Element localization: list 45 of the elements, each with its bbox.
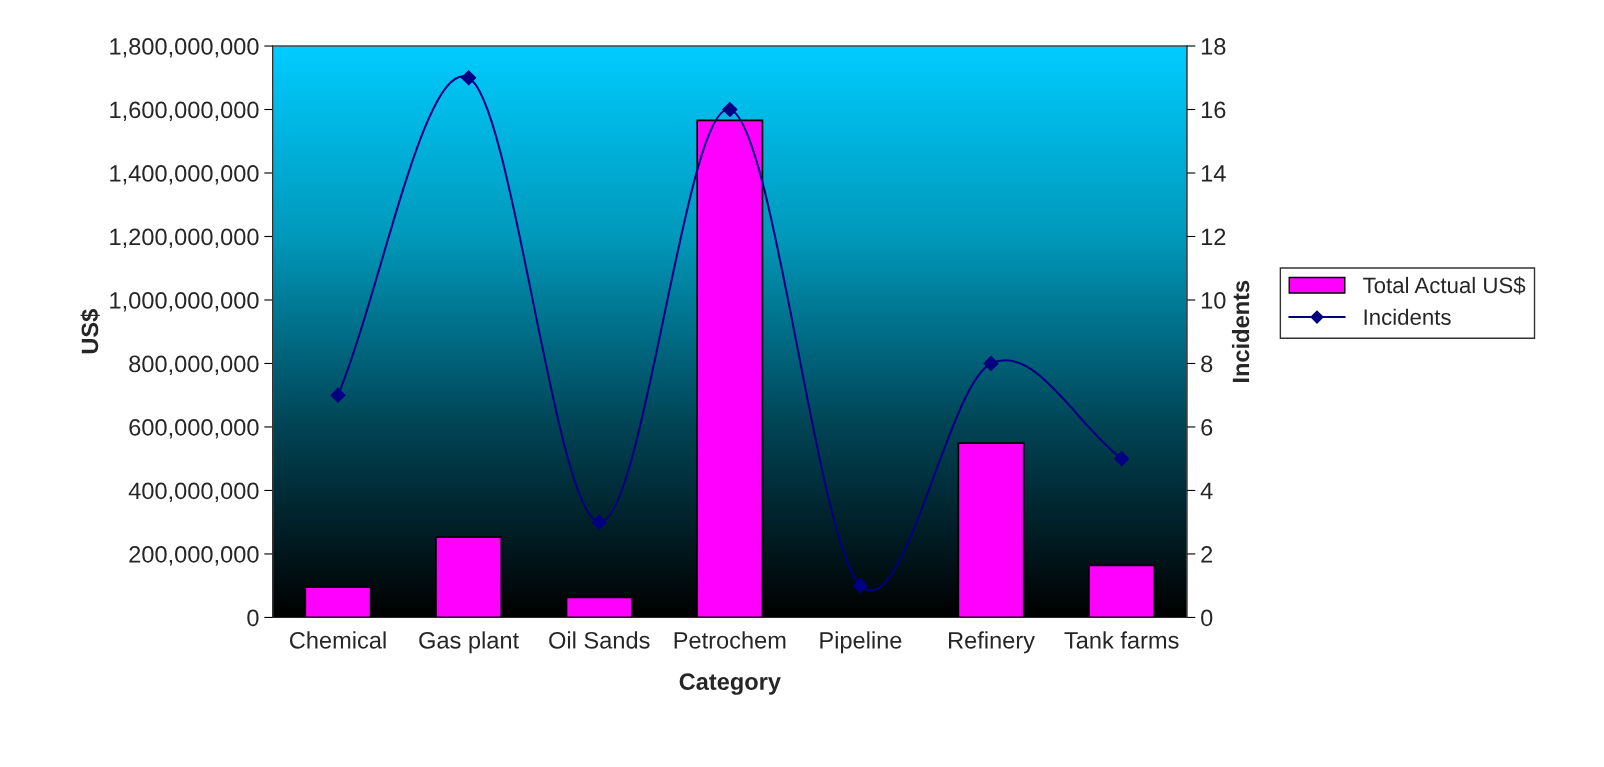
point [983, 355, 999, 372]
y2-tick-label: 0 [1201, 609, 1213, 627]
x-tick-label: Tank farms [1064, 631, 1179, 649]
y-axis-title: US$ [80, 309, 100, 354]
legend-label: Total Actual US$ [1363, 276, 1526, 295]
x-tick-label: Petrochem [674, 631, 786, 649]
x-tick-label: Gas plant [419, 631, 519, 654]
y2-tick-label: 2 [1201, 546, 1213, 563]
y-tick-label: 200,000,000 [129, 546, 259, 566]
y2-tick-label: 10 [1201, 292, 1226, 309]
y2-tick-label: 18 [1201, 38, 1226, 55]
bar [435, 536, 503, 618]
y-tick-label: 0 [247, 609, 259, 627]
x-tick-label: Oil Sands [549, 631, 650, 649]
bar [696, 119, 764, 618]
x-tick-label: Refinery [949, 631, 1035, 654]
legend-label: Incidents [1364, 308, 1451, 326]
y-tick-label: 1,400,000,000 [110, 165, 259, 185]
y-tick-label: 600,000,000 [129, 419, 259, 439]
point [330, 387, 346, 403]
y-tick-label: 1,000,000,000 [110, 292, 259, 312]
bar [957, 442, 1025, 618]
point [1114, 451, 1130, 467]
y2-tick-label: 16 [1201, 101, 1226, 119]
y2-axis-title: Incidents [1231, 280, 1250, 382]
x-tick-label: Chemical [289, 631, 386, 649]
y2-tick-label: 12 [1201, 228, 1226, 246]
point [461, 70, 477, 86]
bar [304, 586, 372, 618]
x-tick-label: Pipeline [820, 631, 902, 654]
y2-tick-label: 14 [1201, 165, 1226, 182]
y-tick-label: 800,000,000 [129, 355, 259, 376]
point [722, 101, 738, 118]
x-axis-title: Category [679, 673, 781, 695]
y-tick-label: 1,800,000,000 [110, 38, 259, 58]
y2-tick-label: 4 [1200, 482, 1213, 500]
y2-tick-label: 6 [1201, 419, 1213, 436]
y2-tick-label: 8 [1201, 355, 1213, 373]
y-tick-label: 1,200,000,000 [110, 228, 259, 249]
point [591, 514, 607, 530]
bar [1088, 564, 1156, 618]
y-tick-label: 1,600,000,000 [110, 101, 259, 122]
y-tick-label: 400,000,000 [128, 482, 259, 503]
point [852, 578, 869, 594]
bar [565, 596, 633, 618]
